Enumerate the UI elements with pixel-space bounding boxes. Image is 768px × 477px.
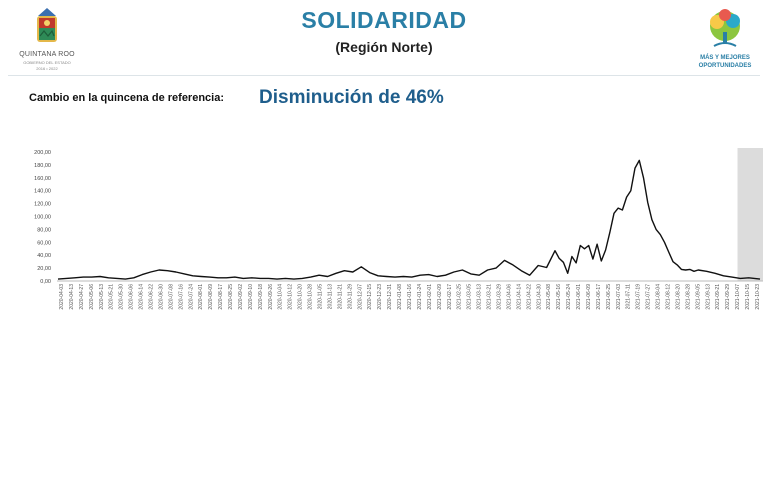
program-logo: MÁS Y MEJORES OPORTUNIDADES: [690, 6, 760, 72]
x-tick-label: 2021-05-16: [556, 284, 562, 310]
x-tick-label: 2021-06-25: [606, 284, 612, 310]
x-tick-label: 2020-08-17: [218, 284, 224, 310]
x-tick-label: 2021-03-21: [487, 284, 493, 310]
y-tick-label: 40,00: [37, 253, 51, 259]
program-logo-line1: MÁS Y MEJORES: [700, 55, 750, 61]
x-tick-label: 2021-05-24: [566, 284, 572, 310]
x-tick-label: 2021-06-01: [576, 284, 582, 310]
x-tick-label: 2020-06-06: [129, 284, 135, 310]
x-tick-label: 2021-04-22: [526, 284, 532, 310]
x-tick-label: 2020-12-15: [367, 284, 373, 310]
x-tick-label: 2021-02-25: [457, 284, 463, 310]
y-tick-label: 20,00: [37, 266, 51, 272]
program-logo-line2: OPORTUNIDADES: [698, 63, 752, 69]
x-tick-label: 2020-10-12: [288, 284, 294, 310]
x-tick-label: 2021-07-03: [616, 284, 622, 310]
x-tick-label: 2021-07-19: [636, 284, 642, 310]
x-tick-label: 2021-04-14: [516, 284, 522, 310]
y-tick-label: 100,00: [34, 215, 51, 221]
x-tick-label: 2021-09-13: [705, 284, 711, 310]
line-chart: 0,00 20,00 40,00 60,00 80,00 100,00 120,00 140,…: [34, 148, 763, 310]
state-crest-icon: [37, 8, 57, 42]
page-subtitle: (Región Norte): [335, 39, 433, 55]
y-tick-label: 80,00: [37, 227, 51, 233]
x-tick-label: 2021-09-05: [695, 284, 701, 310]
x-tick-label: 2021-04-30: [536, 284, 542, 310]
x-tick-label: 2021-01-16: [407, 284, 413, 310]
x-tick-label: 2020-07-24: [188, 284, 194, 310]
state-logo: QUINTANA ROO GOBIERNO DEL ESTADO 2016 • …: [14, 4, 78, 72]
x-tick-label: 2021-03-29: [496, 284, 502, 310]
x-tick-label: 2020-10-04: [278, 284, 284, 310]
x-tick-label: 2020-09-26: [268, 284, 274, 310]
page-title: SOLIDARIDAD: [301, 7, 467, 33]
x-tick-label: 2020-12-07: [357, 284, 363, 310]
x-tick-label: 2021-04-06: [506, 284, 512, 310]
state-logo-name: QUINTANA ROO: [19, 51, 75, 58]
x-tick-label: 2020-10-28: [308, 284, 314, 310]
x-tick-label: 2021-08-12: [666, 284, 672, 310]
x-tick-label: 2021-02-09: [437, 284, 443, 310]
x-tick-label: 2020-05-13: [99, 284, 105, 310]
x-tick-label: 2021-07-11: [626, 284, 632, 309]
reference-value: Disminución de 46%: [259, 87, 444, 108]
x-tick-label: 2020-09-02: [238, 284, 244, 310]
x-tick-label: 2020-04-13: [69, 284, 75, 310]
x-tick-label: 2020-05-21: [109, 284, 115, 310]
x-tick-label: 2021-07-27: [646, 284, 652, 310]
x-tick-label: 2021-02-01: [427, 284, 433, 310]
header-divider: [8, 75, 760, 76]
x-tick-label: 2020-11-29: [347, 284, 353, 309]
series-line: [57, 159, 761, 280]
tree-logo-icon: [710, 9, 740, 47]
state-logo-tagline: GOBIERNO DEL ESTADO: [23, 60, 71, 65]
x-tick-label: 2021-08-04: [656, 284, 662, 310]
x-tick-label: 2020-11-21: [337, 284, 343, 309]
x-tick-label: 2021-01-08: [397, 284, 403, 310]
x-tick-label: 2021-09-21: [715, 284, 721, 310]
x-tick-label: 2020-04-27: [79, 284, 85, 310]
x-tick-label: 2021-10-15: [745, 284, 751, 310]
x-tick-label: 2020-05-30: [119, 284, 125, 310]
x-tick-label: 2021-10-07: [735, 284, 741, 310]
y-tick-label: 60,00: [37, 240, 51, 246]
x-tick-label: 2020-08-09: [208, 284, 214, 310]
x-tick-label: 2021-03-13: [477, 284, 483, 310]
x-tick-label: 2021-10-23: [755, 284, 761, 310]
x-tick-label: 2021-01-24: [417, 284, 423, 310]
x-tick-label: 2020-05-06: [89, 284, 95, 310]
y-tick-label: 160,00: [34, 176, 51, 182]
x-tick-label: 2020-09-10: [248, 284, 254, 310]
x-tick-label: 2020-07-16: [178, 284, 184, 310]
x-tick-label: 2020-06-30: [158, 284, 164, 310]
x-tick-label: 2021-06-09: [586, 284, 592, 310]
x-tick-label: 2020-12-31: [387, 284, 393, 310]
x-tick-label: 2020-08-25: [228, 284, 234, 310]
x-tick-label: 2020-07-08: [168, 284, 174, 310]
y-tick-label: 0,00: [40, 279, 51, 285]
y-tick-label: 120,00: [34, 202, 51, 208]
reference-label: Cambio en la quincena de referencia:: [29, 92, 225, 104]
x-tick-label: 2020-11-13: [327, 284, 333, 309]
x-tick-label: 2021-08-20: [675, 284, 681, 310]
shaded-region: [737, 148, 763, 281]
x-tick-label: 2021-08-28: [685, 284, 691, 310]
y-tick-label: 140,00: [34, 189, 51, 195]
x-tick-label: 2020-10-20: [298, 284, 304, 310]
state-logo-years: 2016 • 2022: [36, 66, 58, 71]
x-tick-label: 2020-09-18: [258, 284, 264, 310]
x-tick-label: 2021-06-17: [596, 284, 602, 310]
x-tick-label: 2021-03-05: [467, 284, 473, 310]
x-tick-label: 2020-11-05: [318, 284, 324, 309]
y-tick-label: 180,00: [34, 163, 51, 169]
x-tick-label: 2021-02-17: [447, 284, 453, 310]
x-tick-label: 2020-12-23: [377, 284, 383, 310]
x-tick-label: 2020-06-22: [148, 284, 154, 310]
x-tick-label: 2020-08-01: [198, 284, 204, 310]
x-tick-label: 2020-06-14: [139, 284, 145, 310]
x-tick-label: 2021-05-08: [546, 284, 552, 310]
x-tick-label: 2021-09-29: [725, 284, 731, 310]
y-tick-label: 200,00: [34, 150, 51, 156]
x-tick-label: 2020-04-03: [59, 284, 65, 310]
